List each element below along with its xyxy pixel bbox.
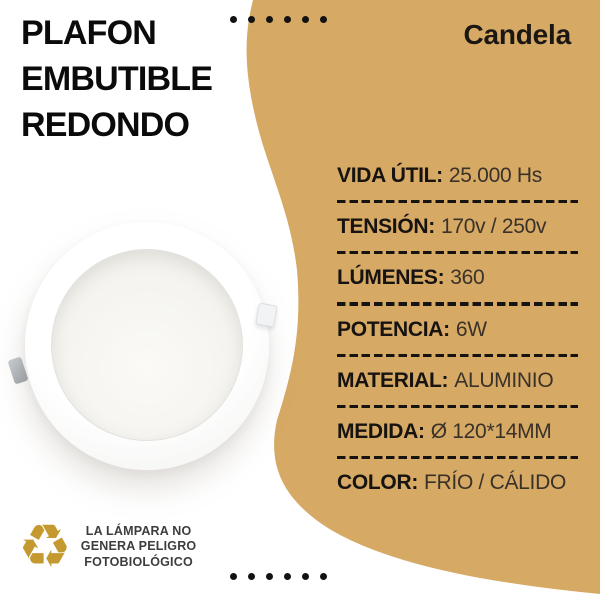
dot [230,573,237,580]
spec-label: COLOR: [337,471,419,495]
spec-list: VIDA ÚTIL: 25.000 Hs TENSIÓN: 170v / 250v LÚ… [337,164,579,495]
spec-row: MEDIDA: Ø 120*14MM [337,420,579,444]
title-line-3: REDONDO [21,106,190,144]
spec-label: MEDIDA: [337,419,425,443]
lamp-outer-ring [25,222,269,470]
photobiological-note: ♻ LA LÁMPARA NO GENERA PELIGRO FOTOBIOLÓ… [18,514,196,580]
dashed-divider [337,302,578,306]
note-text: LA LÁMPARA NO GENERA PELIGRO FOTOBIOLÓGI… [81,524,197,571]
spec-label: MATERIAL: [337,368,449,392]
lamp-diffuser [51,249,243,441]
dot [248,573,255,580]
spec-row: TENSIÓN: 170v / 250v [337,215,579,239]
title-line-1: PLAFON [21,14,157,52]
spec-label: POTENCIA: [337,317,450,341]
dot [284,16,291,23]
mounting-clip-right-icon [255,302,278,328]
spec-value: FRÍO / CÁLIDO [424,471,566,495]
note-line-3: FOTOBIOLÓGICO [84,554,193,569]
dashed-divider [337,455,578,460]
dot [284,573,291,580]
dot [266,573,273,580]
top-dots [230,16,327,23]
dot [248,16,255,23]
note-line-1: LA LÁMPARA NO [85,523,192,538]
dashed-divider [337,353,578,357]
spec-row: MATERIAL: ALUMINIO [337,369,579,393]
dot [230,16,237,23]
spec-value: Ø 120*14MM [430,419,552,443]
bottom-dots [230,573,327,580]
dashed-divider [337,404,578,408]
brand-logo: Candela [463,19,571,50]
spec-row: LÚMENES: 360 [337,266,579,290]
dot [320,573,327,580]
page-title: PLAFON EMBUTIBLE REDONDO [21,10,213,148]
note-line-2: GENERA PELIGRO [80,539,197,554]
dot [320,16,327,23]
spec-label: TENSIÓN: [337,215,435,239]
blob-shape [246,0,600,594]
spec-value: 6W [455,317,487,341]
spec-row: VIDA ÚTIL: 25.000 Hs [337,164,579,188]
spec-row: POTENCIA: 6W [337,318,579,342]
spec-value: 360 [450,266,485,290]
spec-value: 170v / 250v [440,215,547,239]
spec-label: LÚMENES: [337,266,445,290]
spec-value: ALUMINIO [454,368,554,392]
dashed-divider [337,251,578,255]
recycle-icon: ♻ [18,512,72,582]
spec-label: VIDA ÚTIL: [337,164,443,187]
title-line-2: EMBUTIBLE [21,60,213,98]
dot [302,573,309,580]
dot [266,16,273,23]
spec-value: 25.000 Hs [448,164,542,187]
dashed-divider [337,200,578,204]
spec-row: COLOR: FRÍO / CÁLIDO [337,471,579,495]
dot [302,16,309,23]
